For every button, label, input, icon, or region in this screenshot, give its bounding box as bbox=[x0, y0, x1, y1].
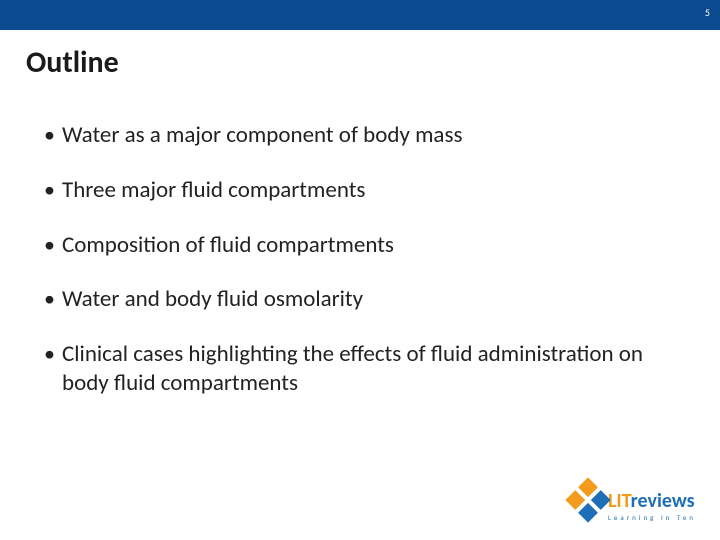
bullet-item: Clinical cases highlighting the effects … bbox=[40, 340, 680, 398]
bullet-item: Composition of fluid compartments bbox=[40, 231, 680, 260]
logo-part1: LIT bbox=[608, 489, 631, 513]
slide-content: Water as a major component of body mass … bbox=[40, 121, 680, 398]
slide-title: Outline bbox=[26, 44, 720, 81]
logo-tagline: Learning In Ten bbox=[608, 513, 696, 522]
logo-text: LITreviews Learning In Ten bbox=[608, 491, 696, 522]
brand-logo: LITreviews Learning In Ten bbox=[572, 484, 696, 522]
logo-part2: reviews bbox=[631, 489, 695, 513]
logo-mark-icon bbox=[565, 477, 610, 522]
logo-wordmark: LITreviews bbox=[608, 491, 695, 511]
bullet-item: Water and body fluid osmolarity bbox=[40, 285, 680, 314]
page-number: 5 bbox=[705, 6, 710, 19]
bullet-list: Water as a major component of body mass … bbox=[40, 121, 680, 398]
bullet-item: Water as a major component of body mass bbox=[40, 121, 680, 150]
header-bar: 5 bbox=[0, 0, 720, 30]
slide: 5 Outline Water as a major component of … bbox=[0, 0, 720, 540]
bullet-item: Three major fluid compartments bbox=[40, 176, 680, 205]
